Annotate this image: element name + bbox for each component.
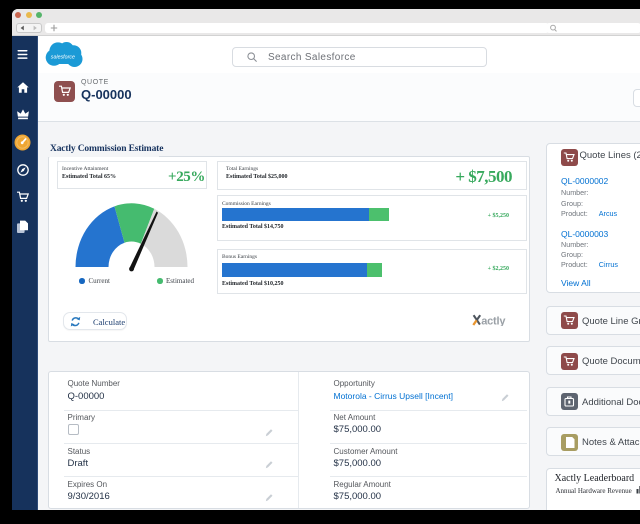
svg-text:actly: actly xyxy=(481,315,506,326)
svg-text:salesforce: salesforce xyxy=(51,54,75,60)
